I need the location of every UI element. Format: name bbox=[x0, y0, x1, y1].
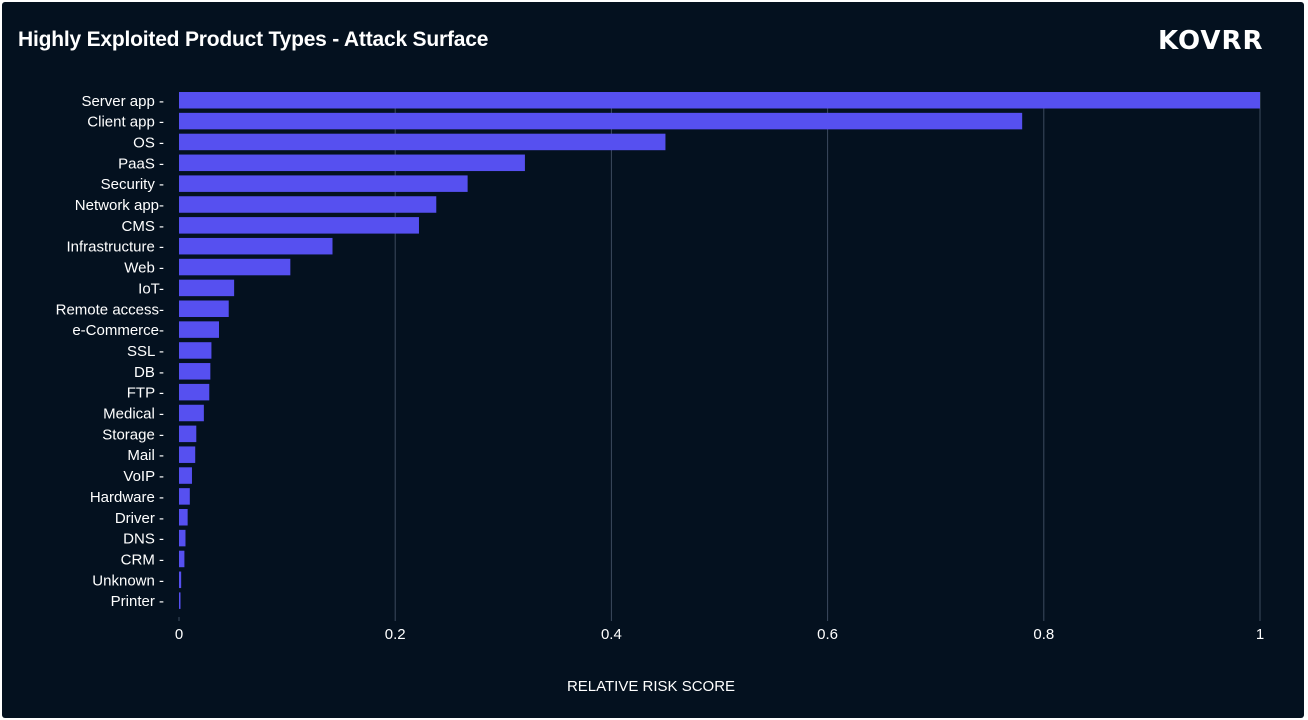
y-category-label: Remote access- bbox=[56, 301, 164, 318]
y-category-label: OS - bbox=[133, 134, 164, 151]
bar bbox=[179, 217, 419, 234]
kovrr-logo: KOVRR bbox=[1158, 26, 1264, 56]
y-category-label: Client app - bbox=[87, 114, 164, 131]
x-tick-label: 0 bbox=[175, 626, 183, 643]
bar bbox=[179, 446, 196, 463]
y-category-label: Mail - bbox=[127, 447, 164, 464]
bar bbox=[179, 175, 468, 192]
x-tick-label: 0.6 bbox=[817, 626, 838, 643]
bar bbox=[179, 133, 666, 151]
y-category-label: IoT- bbox=[138, 280, 164, 297]
y-category-label: Web - bbox=[124, 260, 164, 277]
bar bbox=[179, 509, 188, 526]
bar bbox=[179, 425, 197, 443]
x-tick-label: 1 bbox=[1256, 626, 1264, 643]
y-category-label: PaaS - bbox=[118, 155, 164, 172]
y-category-label: Printer - bbox=[111, 593, 164, 610]
x-tick-label: 0.4 bbox=[601, 626, 622, 643]
bar bbox=[179, 467, 192, 484]
bar bbox=[179, 112, 1023, 130]
y-category-label: Server app - bbox=[81, 93, 164, 110]
bar bbox=[179, 258, 291, 276]
y-category-label: Medical - bbox=[103, 406, 164, 423]
bar bbox=[179, 279, 235, 297]
y-category-label: Storage - bbox=[102, 426, 164, 443]
bar bbox=[179, 363, 211, 380]
bar bbox=[179, 404, 204, 422]
bar bbox=[179, 571, 182, 589]
y-category-label: Network app- bbox=[75, 197, 164, 214]
bar bbox=[179, 196, 437, 213]
y-category-label: CRM - bbox=[121, 551, 164, 568]
bar bbox=[179, 592, 181, 609]
bar bbox=[179, 92, 1260, 109]
y-category-label: Unknown - bbox=[92, 572, 164, 589]
bar bbox=[179, 383, 210, 401]
x-tick-label: 0.8 bbox=[1033, 626, 1054, 643]
bar bbox=[179, 529, 186, 547]
y-category-label: DNS - bbox=[123, 531, 164, 548]
y-category-label: Infrastructure - bbox=[66, 239, 164, 256]
bar bbox=[179, 321, 219, 338]
y-category-label: CMS - bbox=[122, 218, 165, 235]
y-category-label: FTP - bbox=[127, 385, 164, 402]
bar bbox=[179, 342, 212, 359]
x-axis-label: RELATIVE RISK SCORE bbox=[566, 678, 736, 695]
bar bbox=[179, 300, 229, 317]
chart-title: Highly Exploited Product Types - Attack … bbox=[18, 28, 489, 51]
y-category-label: Driver - bbox=[115, 510, 164, 527]
y-category-label: e-Commerce- bbox=[72, 322, 164, 339]
x-tick-label: 0.2 bbox=[385, 626, 406, 643]
y-category-label: Hardware - bbox=[90, 489, 164, 506]
y-category-label: DB - bbox=[134, 364, 164, 381]
bar bbox=[179, 488, 190, 505]
bar bbox=[179, 237, 333, 255]
bar bbox=[179, 550, 185, 568]
y-category-label: VoIP - bbox=[123, 468, 164, 485]
bar bbox=[179, 154, 525, 172]
y-category-label: SSL - bbox=[127, 343, 164, 360]
y-category-label: Security - bbox=[101, 176, 164, 193]
